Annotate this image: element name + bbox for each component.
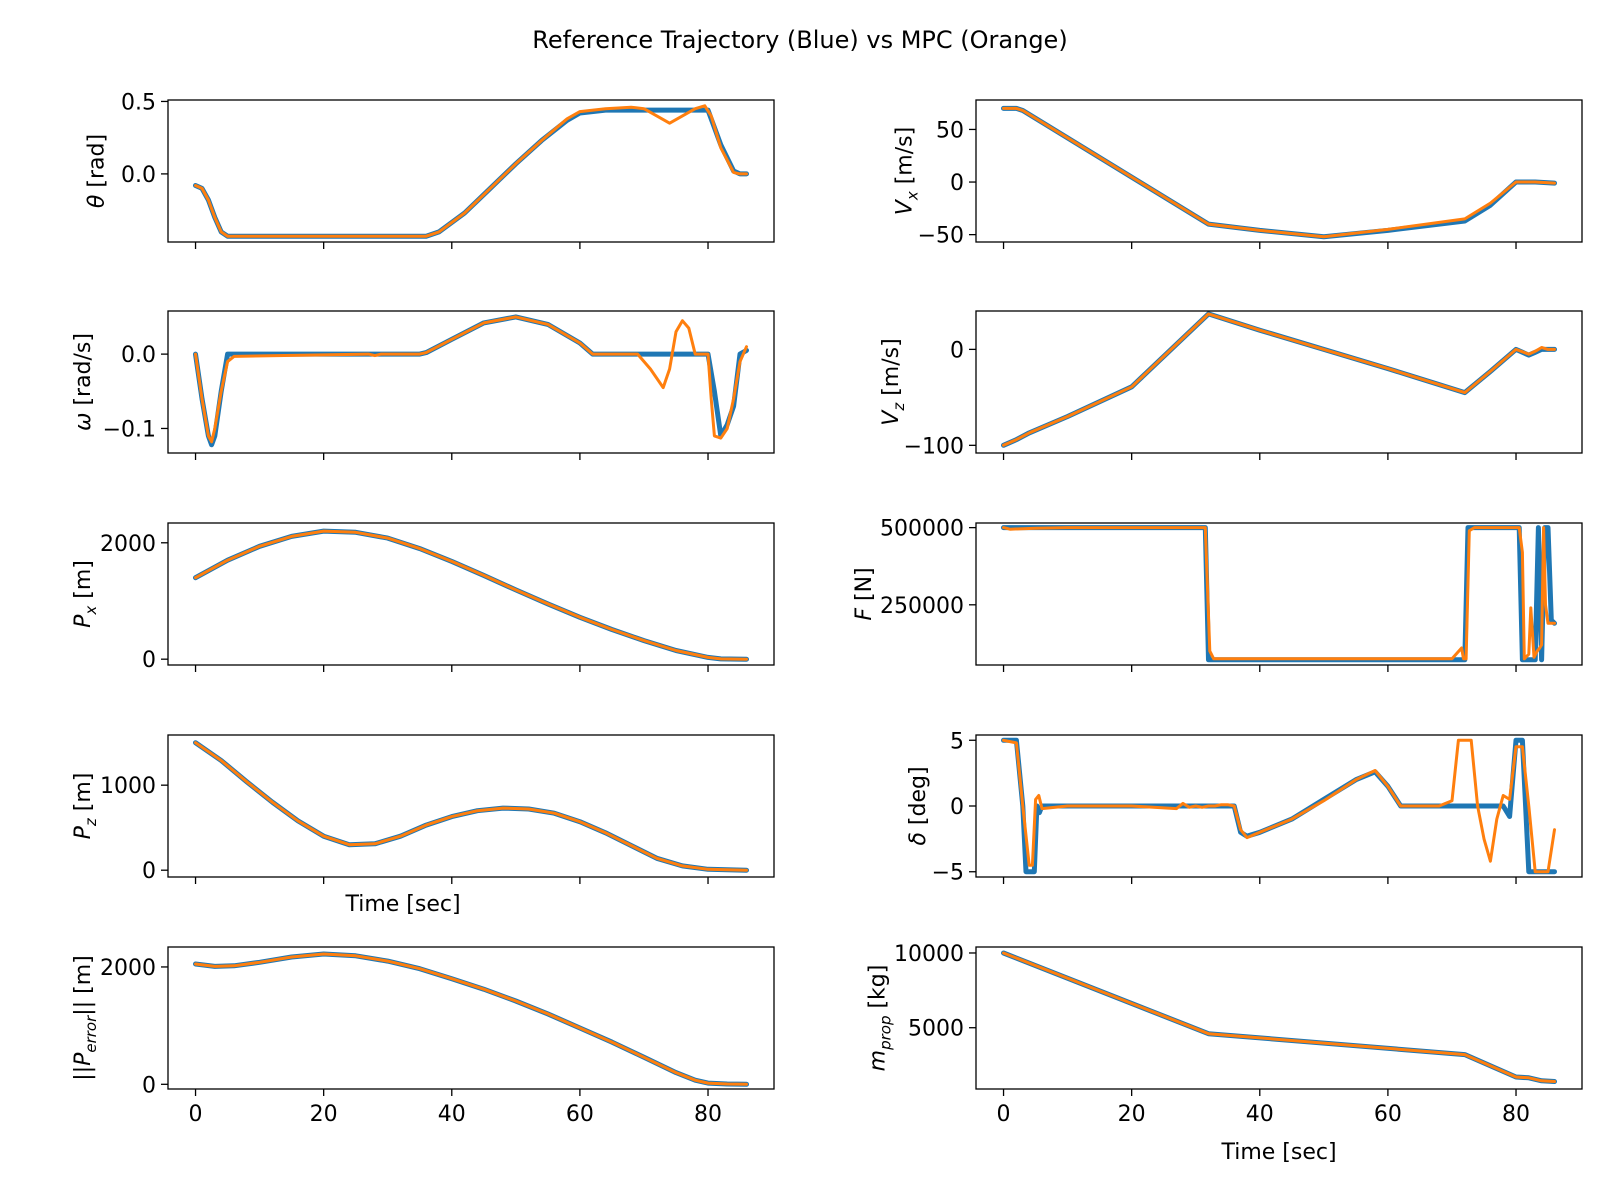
subplot-4: −100 0 Vz [m/s] xyxy=(879,310,1583,460)
axes-frame xyxy=(167,734,775,878)
mpc-series-line xyxy=(194,529,748,661)
x-tick-label: 20 xyxy=(310,1102,338,1127)
mpc-series-line xyxy=(194,741,748,872)
subplot-8: −5 0 5 δ [deg] xyxy=(906,729,1583,886)
reference-series-line xyxy=(1001,950,1557,1084)
x-tick-label: 60 xyxy=(1374,1102,1402,1127)
reference-series-line xyxy=(193,314,749,448)
mpc-series-line xyxy=(194,315,748,444)
x-tick-label: 0 xyxy=(997,1102,1011,1127)
y-tick-label: −5 xyxy=(932,861,964,886)
y-axis-label: Vx [m/s] xyxy=(893,127,922,215)
mpc-series-line xyxy=(194,104,748,238)
x-tick-label: 80 xyxy=(694,1102,722,1127)
y-tick-label: 10000 xyxy=(894,942,964,967)
y-tick-label: 5000 xyxy=(908,1017,964,1042)
y-tick-label: 0.0 xyxy=(121,343,156,368)
y-tick-label: 0 xyxy=(950,795,964,820)
mpc-series-line xyxy=(194,952,748,1086)
subplot-2: −50 0 50 Vx [m/s] xyxy=(893,99,1583,249)
y-axis-label: Px [m] xyxy=(71,560,100,628)
reference-series-line xyxy=(1001,311,1557,448)
reference-series-line xyxy=(193,528,749,662)
axes-frame xyxy=(975,310,1583,454)
figure-title: Reference Trajectory (Blue) vs MPC (Oran… xyxy=(532,26,1067,54)
y-axis-label: θ [rad] xyxy=(85,134,110,208)
mpc-series-line xyxy=(1002,526,1556,661)
x-tick-label: 40 xyxy=(1246,1102,1274,1127)
reference-series-line xyxy=(1001,525,1557,663)
y-tick-label: 1000 xyxy=(100,774,156,799)
y-tick-label: 0 xyxy=(950,171,964,196)
axes-frame xyxy=(167,99,775,243)
x-tick-label: 20 xyxy=(1118,1102,1146,1127)
mpc-series-line xyxy=(1002,106,1556,239)
y-tick-label: 0 xyxy=(950,338,964,363)
reference-series-line xyxy=(193,107,749,239)
axes-frame xyxy=(975,522,1583,666)
y-axis-label: ||Perror|| [m] xyxy=(71,955,100,1080)
reference-series-line xyxy=(1001,105,1557,240)
mpc-series-line xyxy=(1002,738,1556,874)
x-tick-label: 60 xyxy=(566,1102,594,1127)
subplot-1: 0.0 0.5 θ [rad] xyxy=(85,90,775,249)
y-axis-label: Pz [m] xyxy=(71,773,100,840)
y-tick-label: 0.5 xyxy=(121,90,156,115)
x-tick-label: 80 xyxy=(1502,1102,1530,1127)
y-tick-label: 50 xyxy=(936,118,964,143)
subplot-3: −0.1 0.0 ω [rad/s] xyxy=(71,310,775,460)
y-axis-label: δ [deg] xyxy=(906,766,931,845)
y-tick-label: 2000 xyxy=(100,532,156,557)
y-axis-label: ω [rad/s] xyxy=(71,333,96,431)
y-tick-label: 2000 xyxy=(100,956,156,981)
x-tick-label: 40 xyxy=(438,1102,466,1127)
y-axis-label: mprop [kg] xyxy=(866,965,895,1072)
axes-frame xyxy=(167,310,775,454)
y-tick-label: −100 xyxy=(904,434,964,459)
y-tick-label: 5 xyxy=(950,729,964,754)
x-axis-label: Time [sec] xyxy=(344,892,460,917)
y-tick-label: −50 xyxy=(918,224,964,249)
reference-series-line xyxy=(193,951,749,1087)
axes-frame xyxy=(167,946,775,1090)
axes-frame xyxy=(975,99,1583,243)
y-tick-label: 0 xyxy=(142,859,156,884)
subplot-9: 0 20 40 60 80 0 2000||Perror|| [m] xyxy=(71,946,775,1127)
y-axis-label: Vz [m/s] xyxy=(879,338,908,425)
x-tick-label: 0 xyxy=(189,1102,203,1127)
y-tick-label: 500000 xyxy=(880,517,964,542)
axes-frame xyxy=(167,522,775,666)
y-tick-label: 0 xyxy=(142,1073,156,1098)
mpc-series-line xyxy=(1002,312,1556,447)
y-axis-label: F [N] xyxy=(852,567,877,620)
y-tick-label: 0 xyxy=(142,648,156,673)
mpc-series-line xyxy=(1002,951,1556,1083)
x-axis-label: Time [sec] xyxy=(1220,1140,1336,1165)
y-tick-label: 250000 xyxy=(880,594,964,619)
y-tick-label: 0.0 xyxy=(121,163,156,188)
y-tick-label: −0.1 xyxy=(103,417,156,442)
axes-frame xyxy=(975,946,1583,1090)
